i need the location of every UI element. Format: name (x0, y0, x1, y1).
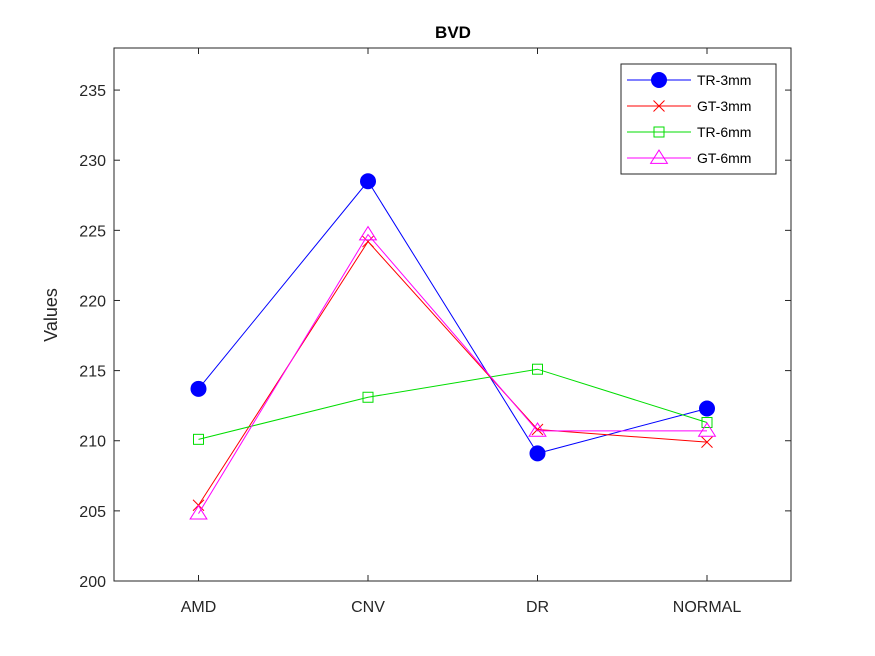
y-tick-label: 200 (79, 574, 106, 591)
data-point (189, 504, 208, 520)
y-tick-label: 220 (79, 293, 106, 310)
y-tick-label: 215 (79, 364, 106, 381)
y-tick-label: 205 (79, 504, 106, 521)
series-line (198, 233, 707, 514)
data-point (193, 433, 204, 445)
chart-title: BVD (435, 23, 471, 42)
data-point (528, 422, 547, 437)
data-point (529, 445, 546, 462)
legend-box (620, 63, 777, 175)
x-tick-label: DR (526, 599, 549, 616)
axes: 200 205 210 215 220 225 230 235 AMD CNV DR NORMAL (79, 48, 791, 616)
legend-label: GT-3mm (697, 98, 751, 114)
legend-item: TR-6mm (627, 124, 751, 140)
data-point (360, 173, 376, 190)
legend-item: TR-3mm (627, 72, 751, 88)
data-point (362, 235, 374, 248)
data-point (531, 423, 544, 436)
data-point (653, 100, 665, 112)
y-tick-label: 235 (79, 83, 106, 100)
x-tick-label: NORMAL (673, 599, 742, 616)
data-point (358, 225, 378, 241)
series-line (198, 368, 708, 440)
y-tick-label: 210 (79, 434, 106, 451)
series-layer (189, 173, 717, 520)
data-point (697, 422, 717, 437)
legend: TR-3mm GT-3mm TR-6mm GT-6mm (620, 63, 777, 175)
legend-label: TR-6mm (697, 124, 751, 140)
data-point (701, 436, 713, 448)
data-point (651, 72, 667, 88)
legend-item: GT-6mm (627, 149, 751, 166)
x-tick-label: AMD (181, 599, 217, 616)
x-tick-label: CNV (351, 599, 385, 616)
data-point (653, 126, 665, 138)
legend-item: GT-3mm (627, 98, 751, 114)
data-point (190, 380, 207, 397)
legend-label: GT-6mm (697, 150, 751, 166)
y-tick-label: 225 (79, 223, 106, 240)
data-point (699, 400, 715, 417)
data-point (649, 149, 669, 164)
data-point (362, 391, 374, 403)
data-point (532, 363, 543, 375)
data-point (701, 417, 713, 429)
legend-label: TR-3mm (697, 72, 751, 88)
y-tick-label: 230 (79, 153, 106, 170)
series-tr-6mm (193, 363, 713, 445)
y-axis-label: Values (41, 288, 61, 342)
series-gt-6mm (189, 225, 717, 520)
